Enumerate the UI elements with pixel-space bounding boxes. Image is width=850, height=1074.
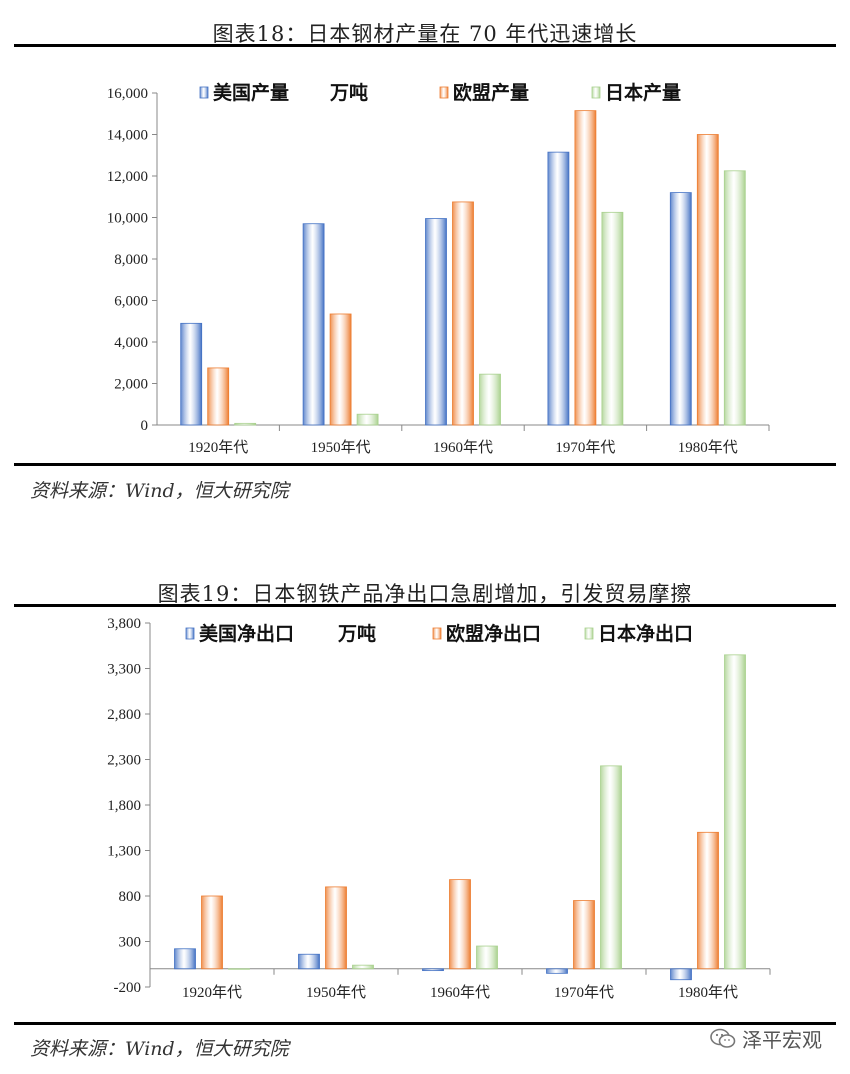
watermark: 泽平宏观 <box>710 1024 822 1053</box>
chart2-bar <box>201 895 223 970</box>
chart2-bar <box>697 831 719 970</box>
chart2-category-label: 1960年代 <box>430 984 490 1001</box>
chart1-legend-label: 美国产量 <box>213 81 289 104</box>
chart1-legend-swatch <box>439 86 449 99</box>
chart2-bottom-rule <box>14 1022 836 1025</box>
chart2-bar <box>449 879 471 970</box>
chart2-bar <box>298 953 320 970</box>
chart1-bar <box>669 192 692 426</box>
chart2-bar <box>352 964 374 970</box>
chart1-bar <box>180 322 203 426</box>
chart2-y-tick-label: 2,800 <box>107 707 141 723</box>
chart2-bar <box>600 765 622 970</box>
watermark-text: 泽平宏观 <box>742 1028 822 1052</box>
chart1-y-tick-label: 16,000 <box>107 86 148 102</box>
chart1: 0 2,000 4,000 6,000 8,000 10,000 12,000 14,000 1… <box>107 81 770 456</box>
chart2-bar <box>573 900 595 970</box>
chart2-y-tick-label: 300 <box>119 935 142 951</box>
chart1-bar <box>234 422 257 426</box>
chart1-legend-unit: 万吨 <box>329 81 368 104</box>
chart1-bar <box>356 413 379 426</box>
chart1-bar <box>723 170 746 426</box>
chart1-y-tick-label: 4,000 <box>114 335 148 351</box>
chart2-category-label: 1980年代 <box>678 984 738 1001</box>
chart2-bar <box>174 948 196 970</box>
chart1-category-label: 1960年代 <box>433 439 493 456</box>
chart1-bar <box>452 201 474 426</box>
chart1-y-tick-label: 2,000 <box>114 377 148 393</box>
chart1-bar <box>479 373 501 426</box>
chart2-y-tick-label: -200 <box>114 980 142 996</box>
chart2-bar <box>325 886 347 970</box>
chart2-legend-label: 欧盟净出口 <box>446 622 541 645</box>
chart2-bar <box>724 654 746 970</box>
chart2-bar <box>228 968 250 970</box>
chart1-bar <box>696 134 719 426</box>
chart1-legend-label: 日本产量 <box>605 81 681 104</box>
chart1-category-label: 1980年代 <box>678 439 738 456</box>
chart1-y-tick-label: 0 <box>141 418 149 434</box>
chart1-category-label: 1920年代 <box>188 439 248 456</box>
chart2-bar <box>546 968 568 974</box>
chart1-bar <box>425 218 447 426</box>
chart2-category-label: 1950年代 <box>306 984 366 1001</box>
wechat-icon <box>710 1028 736 1050</box>
chart2-legend-swatch <box>432 627 442 640</box>
chart1-bar <box>329 313 352 426</box>
chart2-category-label: 1920年代 <box>182 984 242 1001</box>
chart2-title: 图表19：日本钢铁产品净出口急剧增加，引发贸易摩擦 <box>157 582 693 606</box>
chart1-y-tick-label: 12,000 <box>107 169 148 185</box>
chart1-bar <box>574 110 597 426</box>
chart2: -200 300 800 1,300 1,800 2,300 2,800 3,300 3,800… <box>107 616 771 1001</box>
chart2-y-tick-label: 800 <box>119 889 142 905</box>
chart2-legend-swatch <box>584 627 594 640</box>
chart2-source: 资料来源：Wind，恒大研究院 <box>30 1038 289 1060</box>
chart2-y-tick-label: 1,800 <box>107 798 141 814</box>
chart1-legend-label: 欧盟产量 <box>453 81 529 104</box>
chart2-legend-swatch <box>185 627 195 640</box>
chart2-y-tick-label: 1,300 <box>107 844 141 860</box>
chart1-y-tick-label: 14,000 <box>107 128 148 144</box>
chart1-category-label: 1950年代 <box>311 439 371 456</box>
chart1-bar <box>547 151 570 426</box>
chart1-legend-swatch <box>199 86 209 99</box>
chart1-source: 资料来源：Wind，恒大研究院 <box>30 480 289 502</box>
chart2-bar <box>476 945 498 970</box>
chart1-y-tick-label: 6,000 <box>114 294 148 310</box>
chart1-title: 图表18：日本钢材产量在 70 年代迅速增长 <box>212 22 638 46</box>
chart2-y-tick-label: 3,300 <box>107 662 141 678</box>
chart2-bar <box>422 968 444 972</box>
chart2-legend-unit: 万吨 <box>337 622 376 645</box>
chart2-legend-label: 美国净出口 <box>199 622 294 645</box>
chart2-y-tick-label: 3,800 <box>107 616 141 632</box>
chart1-bottom-rule <box>14 463 836 466</box>
chart1-bar <box>207 367 230 426</box>
chart1-bar <box>601 211 624 426</box>
chart1-top-rule <box>14 44 836 47</box>
chart1-category-label: 1970年代 <box>555 439 615 456</box>
chart2-legend-label: 日本净出口 <box>598 622 693 645</box>
chart2-bar <box>670 968 692 981</box>
chart1-y-tick-label: 8,000 <box>114 252 148 268</box>
chart2-category-label: 1970年代 <box>554 984 614 1001</box>
chart1-y-tick-label: 10,000 <box>107 211 148 227</box>
chart2-y-tick-label: 2,300 <box>107 753 141 769</box>
chart1-legend-swatch <box>591 86 601 99</box>
chart1-bar <box>302 223 325 426</box>
chart2-top-rule <box>14 604 836 607</box>
